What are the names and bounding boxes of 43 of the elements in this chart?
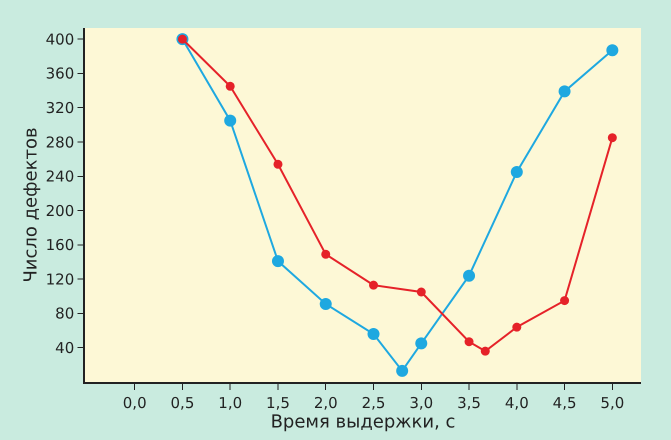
point [226, 82, 235, 91]
x-tick-label: 3,0 [409, 394, 434, 412]
x-tick-label: 0,5 [170, 394, 194, 412]
point [463, 270, 476, 282]
y-tick-label: 40 [55, 338, 74, 357]
y-tick-label: 360 [46, 64, 74, 83]
point [272, 255, 284, 268]
x-tick-label: 3,5 [457, 394, 481, 412]
point [415, 337, 428, 350]
x-tick-label: 2,5 [362, 394, 386, 412]
point [510, 166, 523, 178]
point [480, 346, 490, 356]
y-tick-label: 200 [46, 202, 74, 220]
y-tick-label: 160 [46, 236, 74, 254]
y-tick-label: 240 [46, 168, 74, 186]
point [320, 298, 332, 310]
point [608, 133, 617, 142]
y-tick-label: 320 [46, 98, 74, 117]
x-tick-label: 0,0 [122, 394, 147, 412]
y-tick-label: 400 [46, 30, 74, 48]
point [560, 296, 570, 306]
point [368, 328, 380, 340]
point [464, 337, 474, 346]
y-axis-title: Число дефектов [20, 127, 42, 283]
point [512, 322, 522, 332]
point [606, 44, 618, 56]
point [396, 364, 408, 377]
point [273, 160, 282, 169]
point [369, 280, 378, 290]
x-tick-label: 4,5 [552, 394, 576, 412]
x-tick-label: 4,0 [504, 394, 529, 412]
x-tick-label: 5,0 [600, 394, 624, 412]
y-tick-label: 280 [46, 133, 74, 152]
point [558, 85, 571, 98]
point [416, 288, 426, 296]
x-tick-label: 1,5 [266, 394, 290, 412]
point [321, 250, 330, 259]
x-tick-label: 2,0 [314, 394, 338, 412]
x-tick-label: 1,0 [218, 394, 242, 412]
point [224, 114, 236, 127]
x-axis-title: Время выдержки, с [270, 412, 456, 433]
y-tick-label: 80 [55, 304, 74, 323]
y-tick-label: 120 [46, 270, 74, 288]
